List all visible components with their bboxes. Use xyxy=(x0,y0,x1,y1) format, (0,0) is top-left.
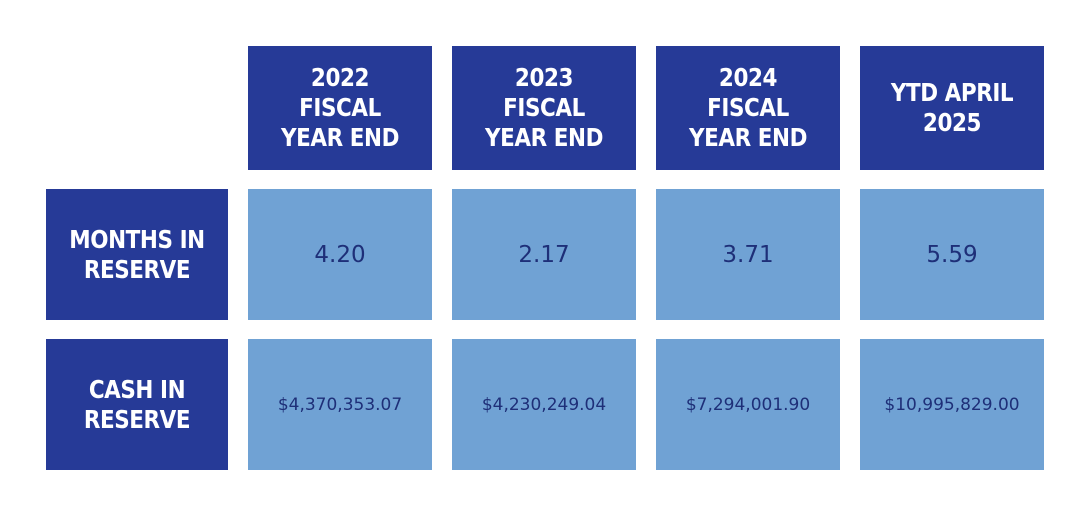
months-cell-2022: 4.20 xyxy=(248,189,432,320)
months-cell-ytd-2025: 5.59 xyxy=(860,189,1044,320)
row-header-label: MONTHS IN RESERVE xyxy=(69,224,205,284)
column-header-label: 2022 FISCAL YEAR END xyxy=(280,63,400,152)
column-header-2022: 2022 FISCAL YEAR END xyxy=(248,46,432,170)
cash-cell-2024: $7,294,001.90 xyxy=(656,339,840,470)
column-header-2023: 2023 FISCAL YEAR END xyxy=(452,46,636,170)
months-cell-2024: 3.71 xyxy=(656,189,840,320)
column-header-label: 2024 FISCAL YEAR END xyxy=(688,63,808,152)
row-header-label: CASH IN RESERVE xyxy=(83,374,191,434)
months-cell-2023: 2.17 xyxy=(452,189,636,320)
cash-cell-2022: $4,370,353.07 xyxy=(248,339,432,470)
column-header-label: 2023 FISCAL YEAR END xyxy=(484,63,604,152)
column-header-2024: 2024 FISCAL YEAR END xyxy=(656,46,840,170)
cash-cell-2023: $4,230,249.04 xyxy=(452,339,636,470)
column-header-label: YTD APRIL 2025 xyxy=(890,78,1014,137)
column-header-ytd-2025: YTD APRIL 2025 xyxy=(860,46,1044,170)
row-header-cash-in-reserve: CASH IN RESERVE xyxy=(46,339,228,470)
cash-cell-ytd-2025: $10,995,829.00 xyxy=(860,339,1044,470)
row-header-months-in-reserve: MONTHS IN RESERVE xyxy=(46,189,228,320)
